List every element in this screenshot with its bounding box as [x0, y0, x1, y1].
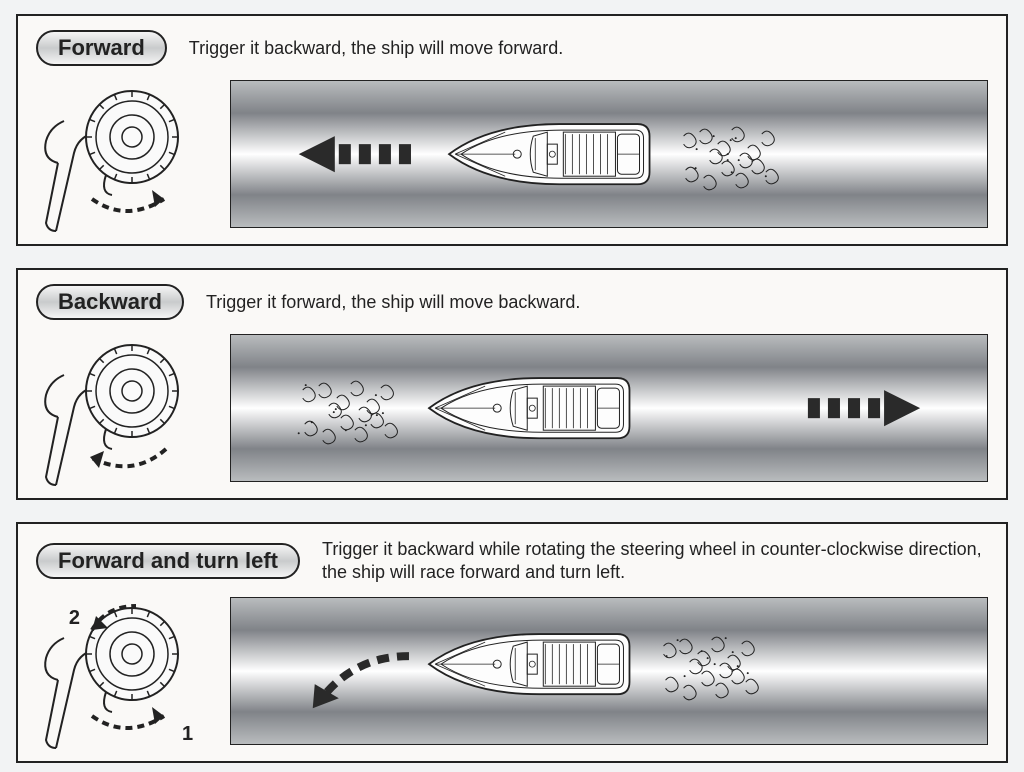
panel-head: Forward Trigger it backward, the ship wil… — [36, 30, 988, 66]
panel-head: Forward and turn left Trigger it backward… — [36, 538, 988, 583]
panel-description: Trigger it backward, the ship will move … — [189, 37, 563, 60]
svg-text:2: 2 — [69, 607, 80, 629]
panel-description: Trigger it backward while rotating the s… — [322, 538, 988, 583]
panel-head: Backward Trigger it forward, the ship wil… — [36, 284, 988, 320]
instruction-panel-backward: Backward Trigger it forward, the ship wil… — [16, 268, 1008, 500]
manual-page: Forward Trigger it backward, the ship wil… — [0, 0, 1024, 772]
instruction-panel-forward: Forward Trigger it backward, the ship wil… — [16, 14, 1008, 246]
instruction-panel-fwd-left: Forward and turn left Trigger it backward… — [16, 522, 1008, 763]
panel-body — [36, 334, 988, 482]
water-diagram — [230, 597, 988, 745]
controller-illustration — [36, 337, 206, 479]
water-diagram — [230, 80, 988, 228]
panel-body: 12 — [36, 597, 988, 745]
water-diagram — [230, 334, 988, 482]
panel-title-pill: Forward and turn left — [36, 543, 300, 579]
panel-body — [36, 80, 988, 228]
panel-description: Trigger it forward, the ship will move b… — [206, 291, 580, 314]
panel-title-pill: Forward — [36, 30, 167, 66]
controller-illustration: 12 — [36, 600, 206, 742]
controller-illustration — [36, 83, 206, 225]
svg-text:1: 1 — [182, 723, 193, 745]
panel-title-pill: Backward — [36, 284, 184, 320]
